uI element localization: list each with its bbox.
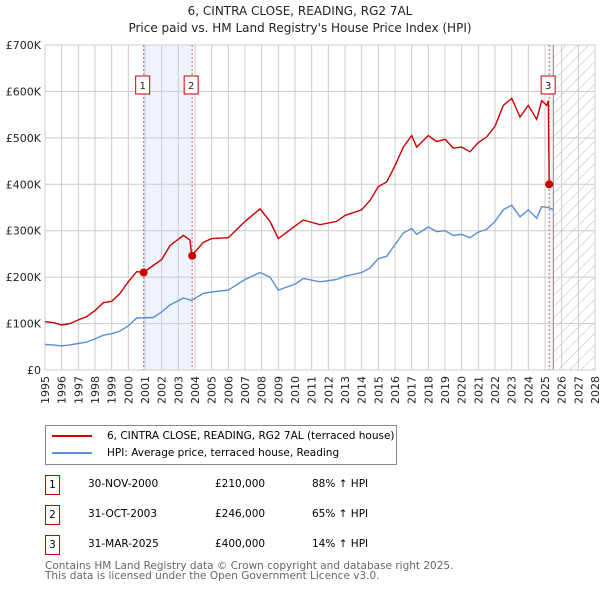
x-tick-label: 1997: [72, 376, 85, 404]
chart-title: 6, CINTRA CLOSE, READING, RG2 7AL: [187, 4, 413, 18]
y-tick-label: £0: [27, 364, 41, 377]
transaction-row: 1 30-NOV-2000 £210,000 88% ↑ HPI: [45, 475, 445, 495]
transaction-point-2: [188, 251, 197, 260]
x-tick-label: 2012: [322, 376, 335, 404]
x-tick-label: 2028: [589, 376, 600, 404]
y-tick-label: £500K: [6, 132, 42, 145]
shaded-period-1-2: [143, 45, 193, 370]
x-tick-label: 2019: [439, 376, 452, 404]
y-tick-label: £200K: [6, 271, 42, 284]
transaction-marker-label-3: 3: [545, 81, 551, 92]
x-tick-label: 2006: [222, 376, 235, 404]
y-tick-label: £100K: [6, 318, 42, 331]
x-tick-label: 2009: [272, 376, 285, 404]
transaction-point-1: [139, 268, 148, 277]
x-tick-label: 2003: [172, 376, 185, 404]
transaction-number: 1: [45, 475, 60, 495]
footer-copyright: Contains HM Land Registry data © Crown c…: [45, 560, 454, 572]
x-tick-label: 2005: [206, 376, 219, 404]
plot-area: 1995 1996 1997 1998 1999 2000 2001 2002 2003 2004…: [6, 39, 600, 404]
footer-licence: This data is licensed under the Open Gov…: [45, 570, 380, 582]
forecast-hatch: [553, 45, 595, 370]
property-line: [44, 97, 550, 326]
x-tick-label: 2018: [422, 376, 435, 404]
legend: 6, CINTRA CLOSE, READING, RG2 7AL (terra…: [45, 425, 397, 465]
y-tick-label: £600K: [6, 85, 42, 98]
transaction-marker-label-1: 1: [139, 81, 145, 92]
transaction-hpi-diff: 14% ↑ HPI: [312, 538, 369, 550]
x-tick-label: 2027: [572, 376, 585, 404]
x-tick-label: 2023: [506, 376, 519, 404]
x-tick-label: 1995: [39, 376, 52, 404]
x-tick-label: 2010: [289, 376, 302, 404]
transaction-date: 30-NOV-2000: [88, 478, 159, 490]
transaction-price: £246,000: [215, 508, 266, 520]
x-tick-label: 2008: [256, 376, 269, 404]
transaction-date: 31-OCT-2003: [88, 508, 157, 520]
x-tick-label: 2022: [489, 376, 502, 404]
x-tick-label: 2001: [139, 376, 152, 404]
transaction-marker-box-1: [135, 75, 151, 95]
x-tick-label: 2015: [372, 376, 385, 404]
transaction-date: 31-MAR-2025: [88, 538, 159, 550]
x-tick-label: 2002: [156, 376, 169, 404]
x-tick-label: 2020: [456, 376, 469, 404]
y-tick-label: £300K: [6, 225, 42, 238]
plot-frame: [44, 44, 596, 371]
x-tick-label: 2017: [406, 376, 419, 404]
x-tick-label: 2026: [556, 376, 569, 404]
transaction-number: 3: [45, 535, 60, 555]
legend-swatch-hpi: [52, 452, 92, 454]
x-tick-label: 2025: [539, 376, 552, 404]
x-tick-label: 2013: [339, 376, 352, 404]
x-tick-label: 1996: [56, 376, 69, 404]
hpi-line: [44, 204, 554, 347]
legend-label-property: 6, CINTRA CLOSE, READING, RG2 7AL (terra…: [107, 430, 395, 442]
transaction-point-3: [545, 180, 554, 189]
legend-label-hpi: HPI: Average price, terraced house, Read…: [107, 447, 340, 459]
transaction-hpi-diff: 88% ↑ HPI: [312, 478, 369, 490]
y-tick-label: £700K: [6, 39, 42, 52]
transaction-marker-box-2: [183, 75, 199, 95]
x-tick-label: 1999: [106, 376, 119, 404]
x-tick-label: 1998: [89, 376, 102, 404]
transaction-number: 2: [45, 505, 60, 525]
x-tick-label: 2014: [356, 376, 369, 404]
transaction-price: £210,000: [215, 478, 266, 490]
legend-swatch-property: [52, 435, 92, 437]
x-tick-label: 2024: [522, 376, 535, 404]
x-tick-label: 2007: [239, 376, 252, 404]
transaction-row: 2 31-OCT-2003 £246,000 65% ↑ HPI: [45, 505, 445, 525]
x-tick-label: 2016: [389, 376, 402, 404]
transaction-marker-box-3: [540, 75, 556, 95]
y-tick-label: £400K: [6, 178, 42, 191]
x-tick-label: 2004: [189, 376, 202, 404]
x-tick-label: 2021: [472, 376, 485, 404]
transaction-marker-label-2: 2: [188, 81, 194, 92]
transaction-price: £400,000: [215, 538, 266, 550]
x-tick-label: 2000: [122, 376, 135, 404]
transaction-row: 3 31-MAR-2025 £400,000 14% ↑ HPI: [45, 535, 445, 555]
shaded-period-3: [549, 45, 554, 370]
x-tick-label: 2011: [306, 376, 319, 404]
chart-subtitle: Price paid vs. HM Land Registry's House …: [128, 21, 472, 35]
transaction-hpi-diff: 65% ↑ HPI: [312, 508, 369, 520]
